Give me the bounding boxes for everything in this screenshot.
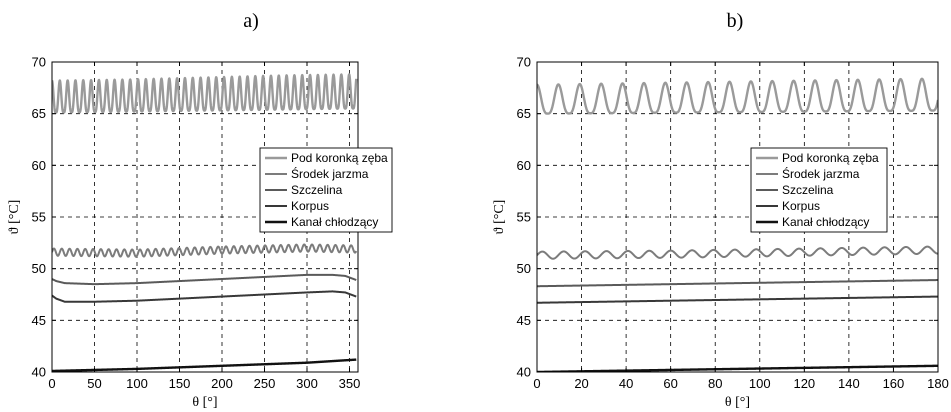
chart-1-x-tick-label: 60 bbox=[663, 376, 677, 391]
chart-0-y-tick-label: 70 bbox=[32, 55, 46, 70]
chart-0-y-tick-label: 55 bbox=[32, 210, 46, 225]
chart-0-x-tick-label: 250 bbox=[254, 376, 276, 391]
chart-0-panel-label: a) bbox=[243, 10, 259, 32]
chart-0-series-3 bbox=[52, 290, 358, 303]
chart-0-x-tick-label: 350 bbox=[339, 376, 361, 391]
chart-0-series-0 bbox=[52, 73, 358, 114]
chart-1-series-4 bbox=[537, 364, 938, 372]
chart-1-y-tick-label: 40 bbox=[517, 365, 531, 380]
chart-1-legend-label-1: Środek jarzma bbox=[782, 166, 860, 181]
chart-1-legend-label-4: Kanał chłodzący bbox=[782, 215, 869, 229]
chart-1-legend-label-0: Pod koronką zęba bbox=[782, 151, 879, 165]
chart-1-series-group bbox=[537, 77, 938, 372]
chart-1-y-tick-label: 50 bbox=[517, 261, 531, 276]
chart-0-x-tick-label: 200 bbox=[211, 376, 233, 391]
chart-1-y-tick-label: 55 bbox=[517, 210, 531, 225]
chart-1-series-2 bbox=[537, 279, 938, 288]
chart-0-y-tick-label: 65 bbox=[32, 106, 46, 121]
chart-1-x-axis-label: θ [°] bbox=[725, 395, 750, 410]
chart-1-x-tick-label: 80 bbox=[708, 376, 722, 391]
chart-1-series-0 bbox=[537, 77, 938, 115]
chart-1-y-tick-label: 70 bbox=[517, 55, 531, 70]
chart-0: a) 0 50 100 150 200 250 300 350 40 45 50 55 60 65 70 θ [… bbox=[7, 10, 393, 410]
chart-0-y-tick-label: 40 bbox=[32, 365, 46, 380]
chart-1-series-3 bbox=[537, 295, 938, 304]
chart-0-y-axis-label: ϑ [°C] bbox=[7, 200, 22, 235]
chart-1-x-tick-label: 40 bbox=[619, 376, 633, 391]
chart-0-series-1 bbox=[52, 243, 358, 258]
chart-0-series-4 bbox=[52, 358, 358, 372]
chart-0-legend-label-1: Środek jarzma bbox=[291, 166, 369, 181]
chart-0-y-tick-label: 50 bbox=[32, 261, 46, 276]
chart-0-legend-label-4: Kanał chłodzący bbox=[291, 215, 378, 229]
chart-0-x-tick-label: 50 bbox=[87, 376, 101, 391]
chart-1-x-tick-label: 180 bbox=[927, 376, 949, 391]
chart-0-series-group bbox=[52, 73, 358, 372]
chart-1: b) 0 20 40 60 80 100 120 140 160 180 40 45 50 55 60 65 70… bbox=[492, 10, 949, 410]
chart-1-series-1 bbox=[537, 245, 938, 260]
chart-1-x-tick-label: 0 bbox=[533, 376, 540, 391]
chart-1-x-tick-label: 160 bbox=[883, 376, 905, 391]
chart-1-legend-label-3: Korpus bbox=[782, 199, 820, 213]
chart-0-x-tick-label: 100 bbox=[126, 376, 148, 391]
chart-1-y-tick-label: 45 bbox=[517, 313, 531, 328]
chart-1-x-tick-label: 120 bbox=[793, 376, 815, 391]
chart-1-legend-label-2: Szczelina bbox=[782, 183, 834, 197]
chart-1-panel-label: b) bbox=[727, 10, 744, 32]
chart-0-x-tick-label: 300 bbox=[296, 376, 318, 391]
chart-1-y-axis-label: ϑ [°C] bbox=[492, 200, 507, 235]
chart-1-x-tick-label: 140 bbox=[838, 376, 860, 391]
chart-0-x-tick-label: 150 bbox=[169, 376, 191, 391]
chart-0-legend-label-0: Pod koronką zęba bbox=[291, 151, 388, 165]
chart-0-x-tick-label: 0 bbox=[48, 376, 55, 391]
chart-0-legend-label-3: Korpus bbox=[291, 199, 329, 213]
chart-0-series-2 bbox=[52, 273, 358, 286]
chart-0-y-tick-label: 45 bbox=[32, 313, 46, 328]
chart-1-y-tick-label: 65 bbox=[517, 106, 531, 121]
chart-1-y-tick-label: 60 bbox=[517, 158, 531, 173]
chart-1-x-tick-label: 20 bbox=[574, 376, 588, 391]
chart-0-legend-label-2: Szczelina bbox=[291, 183, 343, 197]
chart-0-y-tick-label: 60 bbox=[32, 158, 46, 173]
chart-0-x-axis-label: θ [°] bbox=[192, 395, 217, 410]
chart-1-x-tick-label: 100 bbox=[749, 376, 771, 391]
